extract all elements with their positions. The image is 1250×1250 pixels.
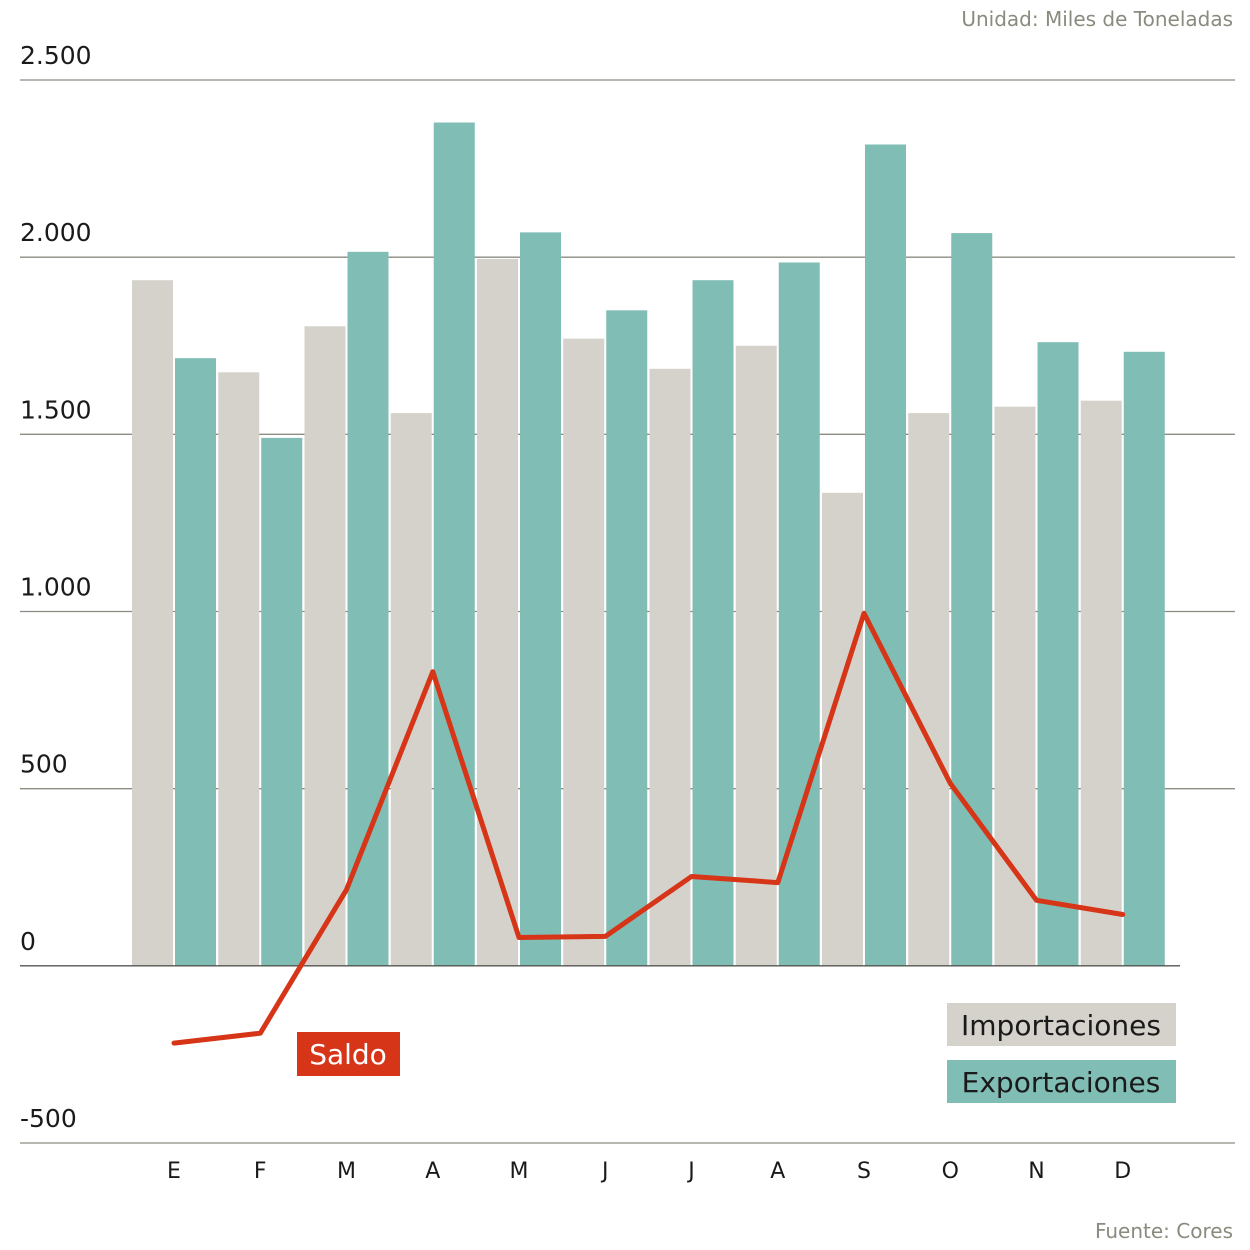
x-tick-label: M — [337, 1159, 356, 1184]
legend-exportaciones-swatch — [947, 1060, 1176, 1103]
y-tick-label: 2.000 — [20, 218, 92, 247]
bar-importaciones — [304, 326, 346, 966]
source-note: Fuente: Cores — [1095, 1219, 1233, 1243]
bar-importaciones — [477, 258, 518, 966]
y-axis-ticks: 2.500 2.000 1.500 1.000 500 0 -500 — [20, 41, 92, 1133]
bar-exportaciones — [692, 280, 734, 966]
saldo-label: Saldo — [297, 1032, 400, 1076]
bar-importaciones — [994, 406, 1036, 966]
legend: Importaciones Exportaciones — [947, 1003, 1176, 1103]
bar-importaciones — [563, 338, 605, 966]
x-tick-label: N — [1028, 1159, 1044, 1184]
unit-note: Unidad: Miles de Toneladas — [961, 7, 1233, 31]
bar-exportaciones — [175, 358, 216, 966]
bar-importaciones — [908, 413, 950, 966]
saldo-line — [171, 610, 1126, 1046]
bar-exportaciones — [347, 251, 389, 966]
x-tick-label: E — [167, 1159, 181, 1184]
legend-importaciones-swatch — [947, 1003, 1176, 1046]
bar-exportaciones — [1123, 351, 1165, 966]
bar-importaciones — [218, 372, 260, 966]
bar-importaciones — [132, 280, 173, 966]
x-tick-label: S — [857, 1159, 871, 1184]
x-tick-label: M — [510, 1159, 529, 1184]
bar-exportaciones — [778, 262, 820, 966]
bar-importaciones — [1080, 400, 1122, 966]
bar-exportaciones — [1037, 342, 1079, 966]
x-tick-label: O — [942, 1159, 959, 1184]
y-tick-label: 500 — [20, 750, 68, 779]
bars — [132, 122, 1165, 966]
x-tick-label: J — [600, 1159, 609, 1184]
y-tick-label: 1.000 — [20, 573, 92, 602]
legend-exportaciones-label: Exportaciones — [962, 1066, 1161, 1099]
y-tick-label: 0 — [20, 927, 36, 956]
bar-exportaciones — [520, 232, 561, 966]
bar-exportaciones — [951, 233, 993, 966]
x-tick-label: D — [1114, 1159, 1131, 1184]
y-tick-label: 2.500 — [20, 41, 92, 70]
x-tick-label: A — [425, 1159, 440, 1184]
saldo-label-text: Saldo — [309, 1038, 387, 1071]
bar-importaciones — [735, 345, 777, 966]
bar-exportaciones — [865, 144, 906, 966]
x-tick-label: F — [254, 1159, 267, 1184]
x-tick-label: A — [770, 1159, 785, 1184]
x-tick-label: J — [686, 1159, 695, 1184]
legend-importaciones-label: Importaciones — [961, 1009, 1161, 1042]
bar-exportaciones — [606, 310, 648, 966]
bar-importaciones — [649, 368, 691, 966]
y-tick-label: 1.500 — [20, 395, 92, 424]
bar-exportaciones — [433, 122, 475, 966]
y-tick-label: -500 — [20, 1104, 77, 1133]
bar-exportaciones — [261, 437, 303, 966]
